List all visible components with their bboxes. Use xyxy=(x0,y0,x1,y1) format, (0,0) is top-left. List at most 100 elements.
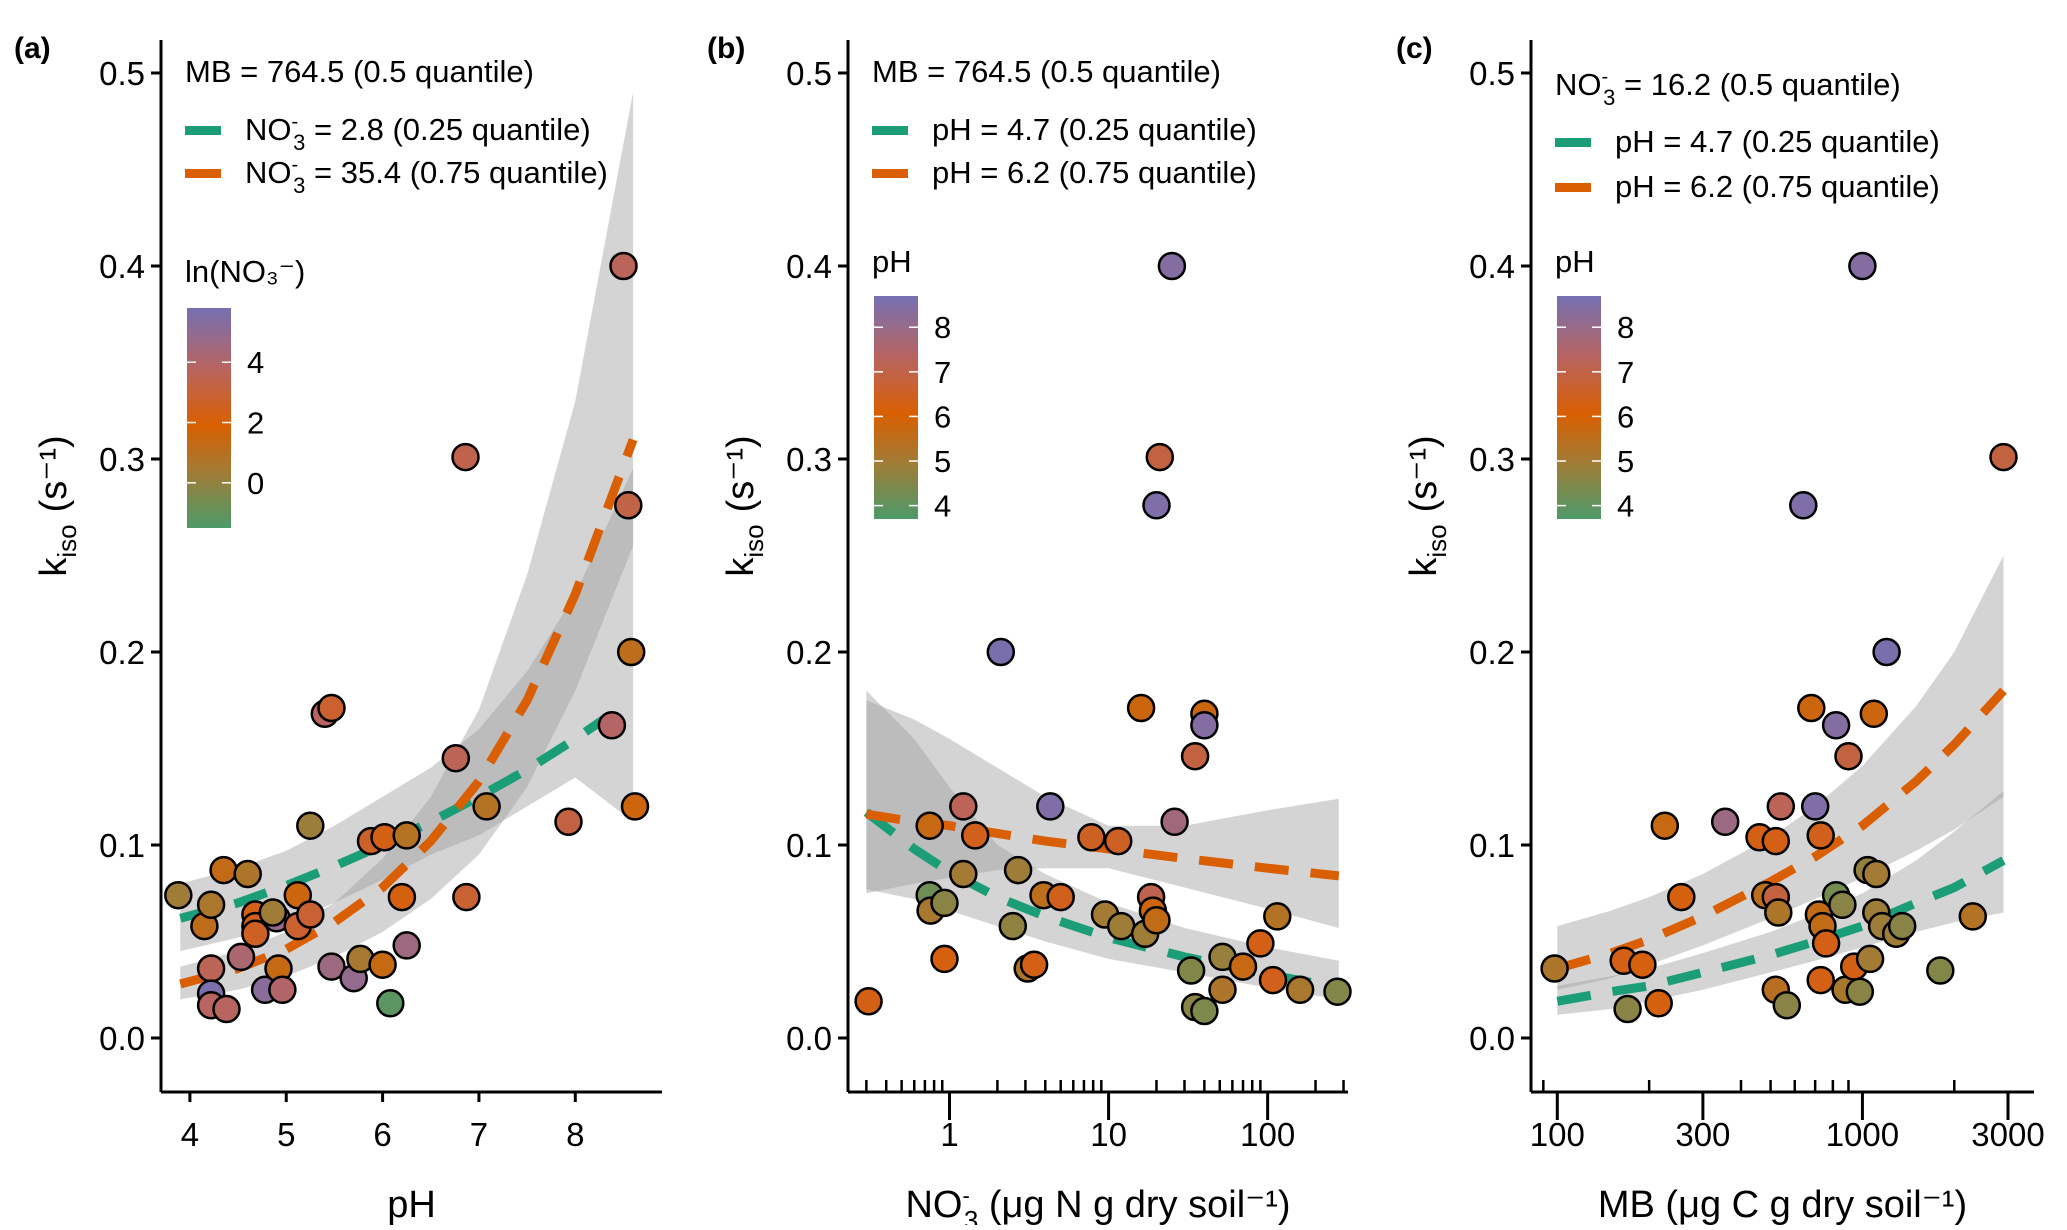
data-point xyxy=(1828,890,1857,920)
data-point xyxy=(1126,693,1156,723)
data-point xyxy=(1103,826,1133,856)
data-point xyxy=(233,859,262,889)
data-point xyxy=(1859,699,1889,729)
legend: MB = 764.5 (0.5 quantile)NO-3 = 2.8 (0.2… xyxy=(185,54,608,198)
data-point xyxy=(1263,902,1292,931)
y-tick-label: 0.3 xyxy=(786,441,832,478)
y-axis-title: kiso (s⁻¹) xyxy=(1403,435,1452,576)
data-point xyxy=(1834,741,1863,771)
colorbar-tick-label: 6 xyxy=(934,399,951,434)
data-point xyxy=(1667,882,1696,912)
y-axis-title-main: k xyxy=(33,557,75,577)
legend-entry-text: = 35.4 (0.75 quantile) xyxy=(305,155,607,190)
x-axis-title-sub: 3 xyxy=(964,1205,978,1225)
colorbar xyxy=(187,308,231,528)
data-point xyxy=(960,821,990,850)
fit-line-q25 xyxy=(1556,856,2006,1006)
y-axis-title: kiso (s⁻¹) xyxy=(720,435,769,576)
x-axis-title-rest: (μg C g dry soil⁻¹) xyxy=(1655,1184,1967,1225)
data-point xyxy=(986,637,1016,667)
data-point xyxy=(1019,950,1049,979)
x-tick-label: 1 xyxy=(940,1116,958,1153)
confidence-band-ci-low xyxy=(866,690,1339,1000)
data-point xyxy=(1142,906,1171,935)
legend-swatch-q75 xyxy=(1555,183,1591,192)
data-point xyxy=(614,491,643,520)
legend-swatch-q25 xyxy=(185,126,221,135)
legend-entry-var: pH xyxy=(1615,124,1655,159)
data-point xyxy=(1644,989,1673,1018)
y-axis-title-sub: iso xyxy=(739,524,769,557)
y-tick-label: 0.3 xyxy=(1469,441,1515,478)
x-tick-label: 100 xyxy=(1240,1116,1295,1153)
data-point xyxy=(1628,950,1657,979)
colorbar xyxy=(874,296,918,519)
data-point xyxy=(226,942,256,972)
legend-entry: pH = 4.7 (0.25 quantile) xyxy=(1615,124,1940,159)
data-point xyxy=(441,743,471,773)
x-tick-label: 300 xyxy=(1675,1116,1730,1153)
x-axis-title-sup: - xyxy=(962,1183,969,1208)
legend-swatch-q25 xyxy=(872,126,908,135)
colorbar xyxy=(1557,296,1601,519)
legend-header: MB = 764.5 (0.5 quantile) xyxy=(185,54,534,89)
data-point xyxy=(241,919,270,949)
confidence-band-ci-high xyxy=(866,700,1339,928)
data-point xyxy=(915,811,944,840)
data-point xyxy=(1797,693,1826,723)
legend-header: MB = 764.5 (0.5 quantile) xyxy=(872,54,1221,89)
y-tick-label: 0.0 xyxy=(99,1020,145,1057)
data-point xyxy=(196,890,226,920)
y-tick-label: 0.5 xyxy=(1469,55,1515,92)
data-point xyxy=(1142,491,1171,520)
data-point xyxy=(1789,491,1818,520)
legend-entry-sub: 3 xyxy=(293,173,305,198)
data-point xyxy=(949,859,978,889)
data-point xyxy=(1176,956,1206,985)
panel-c: (c) 0.0 0.1 0.2 0.3 0.4 0.5 100 300 1000 3000 kiso (… xyxy=(1396,32,2045,1226)
y-tick-label: 0.0 xyxy=(1469,1020,1515,1057)
legend-entry: pH = 4.7 (0.25 quantile) xyxy=(932,112,1257,147)
legend-entry-var: pH xyxy=(932,155,972,190)
colorbar-tick-label: 4 xyxy=(1617,489,1634,524)
y-tick-label: 0.4 xyxy=(786,248,832,285)
y-tick-label: 0.0 xyxy=(786,1020,832,1057)
x-axis-title: MB (μg C g dry soil⁻¹) xyxy=(1598,1184,1967,1225)
y-tick-label: 0.1 xyxy=(1469,827,1515,864)
colorbar-tick-label: 7 xyxy=(1617,355,1634,390)
x-tick-label: 1000 xyxy=(1826,1116,1899,1153)
data-point xyxy=(930,944,959,974)
panel-a: (a) 0.0 0.1 0.2 0.3 0.4 0.5 4 5 6 7 8 kiso (s⁻¹) pH MB … xyxy=(14,32,662,1226)
colorbar-tick-label: 8 xyxy=(1617,310,1634,345)
legend: NO-3 = 16.2 (0.5 quantile) pH = 4.7 (0.25… xyxy=(1555,66,1940,204)
data-point xyxy=(368,950,397,979)
legend-header-sub: 3 xyxy=(1603,85,1615,110)
colorbar-tick-label: 7 xyxy=(934,355,951,390)
y-axis-title-unit: (s⁻¹) xyxy=(33,435,75,512)
y-axis-title-main: k xyxy=(720,557,762,577)
data-point xyxy=(1246,929,1275,958)
data-point xyxy=(1036,792,1065,821)
x-axis-title: NO-3 (μg N g dry soil⁻¹) xyxy=(905,1183,1290,1225)
data-point xyxy=(1613,994,1642,1024)
legend-entry-text: = 6.2 (0.75 quantile) xyxy=(1655,169,1940,204)
data-point xyxy=(854,987,883,1016)
data-point xyxy=(1003,855,1033,885)
data-point xyxy=(1845,977,1875,1006)
y-tick-label: 0.1 xyxy=(786,827,832,864)
data-point xyxy=(597,711,627,740)
panel-label: (c) xyxy=(1396,32,1433,65)
data-point xyxy=(1766,792,1796,821)
x-tick-label: 6 xyxy=(373,1116,391,1153)
colorbar-title: pH xyxy=(1555,244,1595,279)
legend-swatch-q25 xyxy=(1555,138,1591,147)
colorbar-tick-label: 6 xyxy=(1617,399,1634,434)
x-tick-label: 100 xyxy=(1530,1116,1585,1153)
data-point xyxy=(1190,711,1219,740)
y-axis-title-sub: iso xyxy=(1422,524,1452,557)
y-tick-label: 0.2 xyxy=(786,634,832,671)
legend-entry-sup: - xyxy=(292,111,299,133)
y-tick-label: 0.5 xyxy=(99,55,145,92)
data-point xyxy=(1208,975,1237,1005)
